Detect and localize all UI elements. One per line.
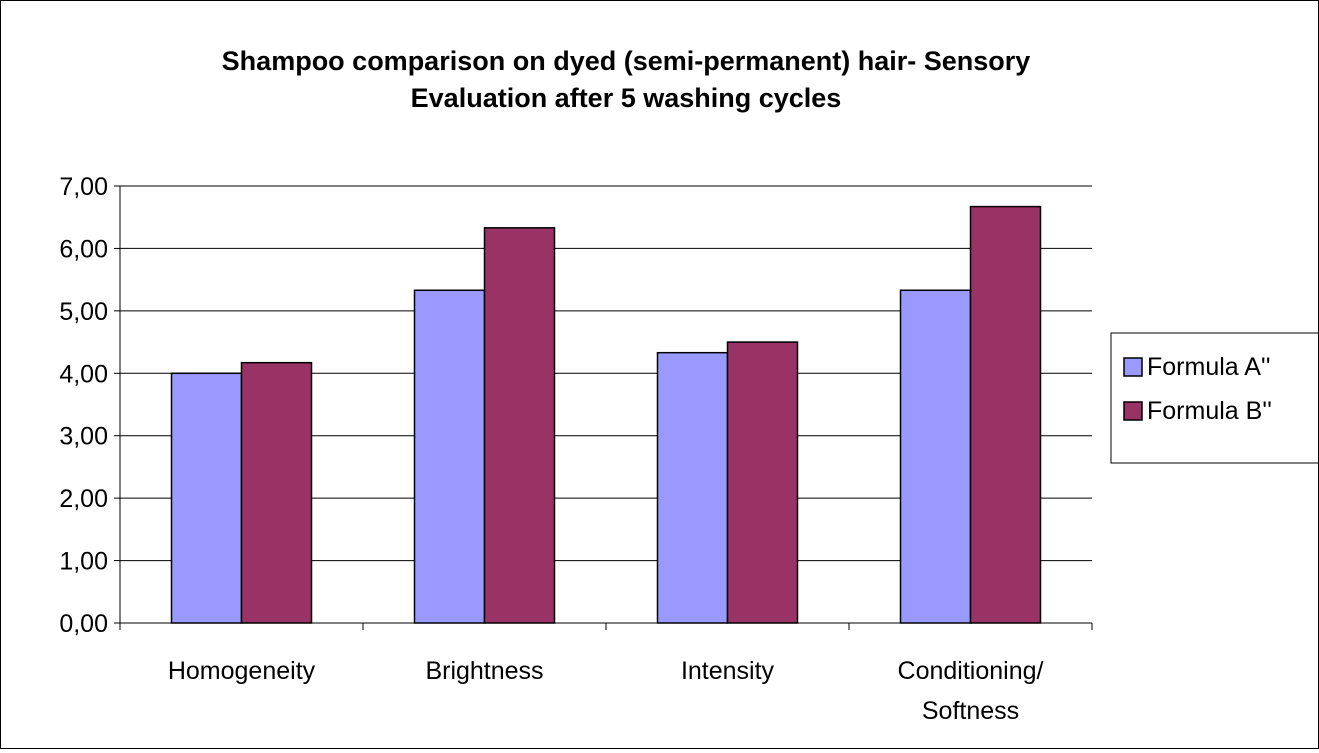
bar	[240, 361, 313, 624]
y-tick-label: 0,00	[59, 610, 108, 638]
chart-title-line-1: Shampoo comparison on dyed (semi-permane…	[221, 46, 1031, 76]
legend-box	[1110, 332, 1319, 464]
legend-swatch	[1123, 401, 1143, 421]
legend-label: Formula A''	[1147, 353, 1270, 381]
y-tick-label: 3,00	[59, 423, 108, 451]
y-tick-label: 6,00	[59, 235, 108, 263]
chart-title: Shampoo comparison on dyed (semi-permane…	[1, 43, 1251, 117]
bar	[413, 289, 486, 624]
y-tick-label: 2,00	[59, 485, 108, 513]
x-tick-label: Intensity	[681, 657, 775, 685]
chart-title-line-2: Evaluation after 5 washing cycles	[410, 83, 842, 113]
bar	[656, 351, 729, 624]
legend-swatch	[1123, 357, 1143, 377]
y-tick-label: 4,00	[59, 360, 108, 388]
bar	[483, 227, 556, 624]
x-tick-label: Softness	[922, 697, 1019, 725]
bar	[899, 289, 972, 624]
y-tick-label: 1,00	[59, 548, 108, 576]
y-tick-label: 7,00	[59, 173, 108, 201]
bar	[170, 372, 243, 624]
y-tick-label: 5,00	[59, 298, 108, 326]
x-tick-label: Brightness	[425, 657, 543, 685]
bar	[726, 341, 799, 624]
x-tick-label: Conditioning/	[898, 657, 1044, 685]
legend-label: Formula B''	[1147, 397, 1272, 425]
x-tick-label: Homogeneity	[168, 657, 316, 685]
bar	[969, 205, 1042, 624]
